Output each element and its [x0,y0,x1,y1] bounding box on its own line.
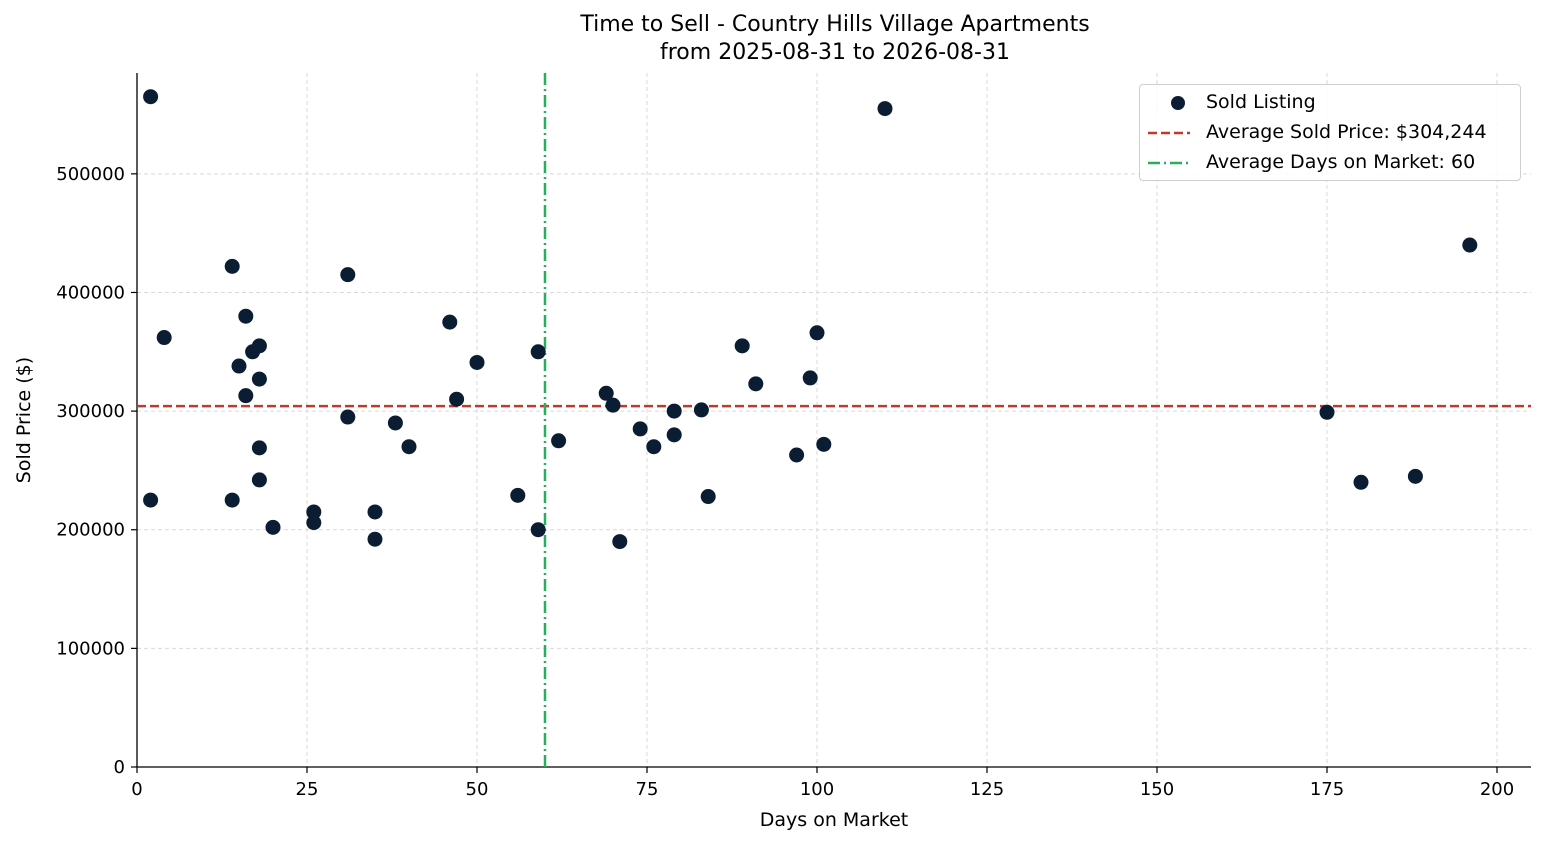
y-axis-label: Sold Price ($) [13,357,35,483]
legend-item-sold-listing: Sold Listing [1140,88,1520,118]
data-point-45 [1319,404,1335,420]
data-point-44 [877,101,893,117]
data-point-41 [802,370,818,386]
data-point-40 [789,447,805,463]
data-point-18 [367,504,383,520]
data-point-5 [231,358,247,374]
data-point-35 [666,427,682,443]
data-point-26 [530,344,546,360]
data-point-25 [510,487,526,503]
y-tick-label-3: 300000 [56,401,125,422]
data-point-38 [734,338,750,354]
data-point-6 [238,308,254,324]
data-point-23 [449,391,465,407]
data-point-0 [143,89,159,105]
data-point-9 [251,338,267,354]
x-axis-label: Days on Market [760,809,908,831]
data-point-31 [612,534,628,550]
data-point-11 [251,440,267,456]
chart-subtitle: from 2025-08-31 to 2026-08-31 [660,40,1010,65]
legend-marker-dashdot-line [1148,161,1190,165]
y-tick-label-0: 0 [114,757,125,778]
legend: Sold Listing Average Sold Price: $304,24… [1139,84,1521,181]
data-point-4 [224,492,240,508]
data-point-22 [442,314,458,330]
data-point-27 [530,522,546,538]
x-tick-label-4: 100 [800,779,834,800]
data-point-29 [598,385,614,401]
legend-label-average-price: Average Sold Price: $304,244 [1206,121,1487,143]
data-point-42 [809,325,825,341]
data-point-14 [306,504,322,520]
data-point-46 [1353,474,1369,490]
data-point-21 [401,439,417,455]
legend-label-average-days: Average Days on Market: 60 [1206,151,1476,173]
data-point-30 [605,397,621,413]
y-tick-label-1: 100000 [56,638,125,659]
y-tick-label-4: 400000 [56,282,125,303]
chart-title: Time to Sell - Country Hills Village Apa… [580,12,1090,37]
legend-label-sold-listing: Sold Listing [1206,91,1316,113]
data-point-34 [666,403,682,419]
data-point-20 [387,415,403,431]
legend-item-average-price: Average Sold Price: $304,244 [1140,118,1520,148]
data-point-1 [143,492,159,508]
x-tick-label-7: 175 [1310,779,1344,800]
y-tick-label-5: 500000 [56,164,125,185]
x-tick-label-6: 150 [1140,779,1174,800]
data-point-33 [646,439,662,455]
data-point-2 [156,330,172,346]
legend-marker-dashed-line [1148,131,1190,135]
data-point-28 [551,433,567,449]
data-point-48 [1462,237,1478,253]
x-tick-label-3: 75 [636,779,659,800]
data-point-13 [265,519,281,535]
x-tick-label-1: 25 [296,779,319,800]
data-point-3 [224,258,240,274]
data-point-47 [1407,468,1423,484]
x-tick-label-5: 125 [970,779,1004,800]
data-point-24 [469,354,485,370]
x-tick-label-0: 0 [131,779,142,800]
legend-item-average-days: Average Days on Market: 60 [1140,148,1520,178]
legend-marker-point [1171,96,1185,110]
x-tick-label-8: 200 [1480,779,1514,800]
data-point-10 [251,371,267,387]
x-tick-label-2: 50 [466,779,489,800]
data-point-16 [340,267,356,283]
data-point-32 [632,421,648,437]
data-point-15 [306,515,322,531]
data-point-43 [816,436,832,452]
data-point-17 [340,409,356,425]
data-point-36 [693,402,709,418]
data-point-12 [251,472,267,488]
data-point-39 [748,376,764,392]
data-point-19 [367,531,383,547]
data-point-7 [238,388,254,404]
y-tick-label-2: 200000 [56,520,125,541]
data-point-37 [700,489,716,505]
